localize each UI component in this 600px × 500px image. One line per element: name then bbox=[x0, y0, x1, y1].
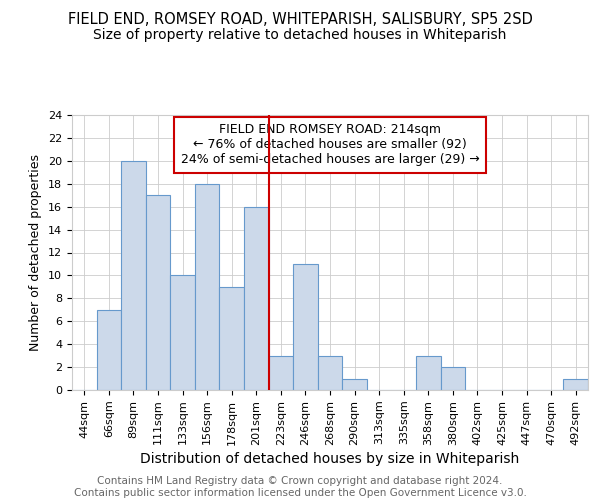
Bar bbox=[440, 367, 465, 390]
Bar bbox=[97, 310, 121, 390]
Y-axis label: Number of detached properties: Number of detached properties bbox=[29, 154, 43, 351]
Text: FIELD END, ROMSEY ROAD, WHITEPARISH, SALISBURY, SP5 2SD: FIELD END, ROMSEY ROAD, WHITEPARISH, SAL… bbox=[68, 12, 532, 28]
Text: Contains HM Land Registry data © Crown copyright and database right 2024.
Contai: Contains HM Land Registry data © Crown c… bbox=[74, 476, 526, 498]
Bar bbox=[293, 264, 318, 390]
Bar bbox=[170, 276, 195, 390]
Bar bbox=[318, 356, 342, 390]
Bar bbox=[121, 161, 146, 390]
Text: FIELD END ROMSEY ROAD: 214sqm
← 76% of detached houses are smaller (92)
24% of s: FIELD END ROMSEY ROAD: 214sqm ← 76% of d… bbox=[181, 123, 479, 166]
Text: Size of property relative to detached houses in Whiteparish: Size of property relative to detached ho… bbox=[94, 28, 506, 42]
Bar bbox=[342, 378, 367, 390]
Bar bbox=[244, 206, 269, 390]
Bar bbox=[146, 195, 170, 390]
Bar bbox=[563, 378, 588, 390]
X-axis label: Distribution of detached houses by size in Whiteparish: Distribution of detached houses by size … bbox=[140, 452, 520, 466]
Bar bbox=[220, 287, 244, 390]
Bar bbox=[416, 356, 440, 390]
Bar bbox=[269, 356, 293, 390]
Bar bbox=[195, 184, 220, 390]
